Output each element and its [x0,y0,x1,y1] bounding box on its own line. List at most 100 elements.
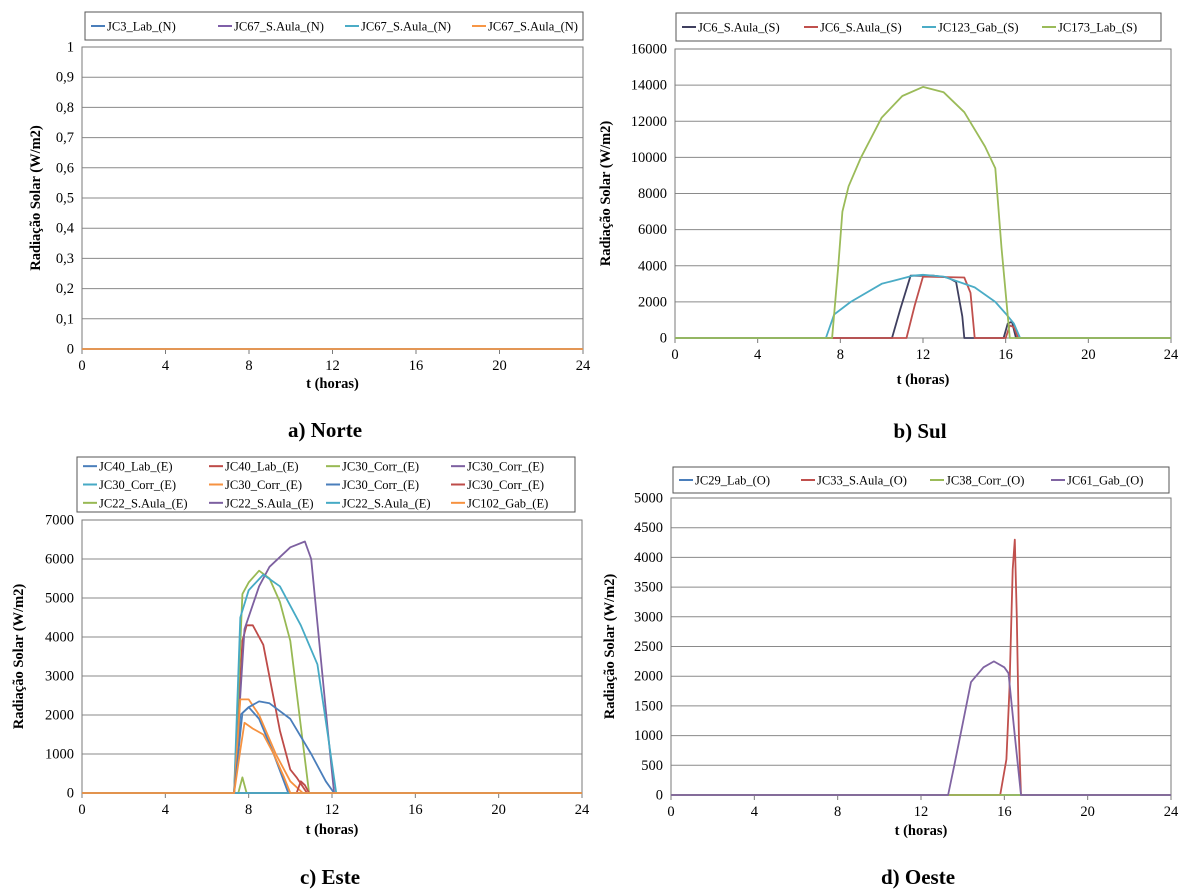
x-tick-label: 12 [916,347,931,363]
x-tick-label: 16 [997,804,1012,820]
x-tick-label: 12 [325,358,340,374]
y-tick-label: 3500 [634,580,663,596]
x-tick-label: 20 [1080,804,1095,820]
series-line [82,624,582,794]
y-tick-label: 0,9 [56,70,74,86]
x-tick-label: 24 [576,358,591,374]
series-line [675,86,1171,339]
y-tick-label: 1000 [45,747,74,763]
legend: JC3_Lab_(N) JC67_S.Aula_(N) JC67_S.Aula_(N… [84,11,584,41]
legend-box [675,12,1162,42]
x-tick-label: 20 [1081,347,1096,363]
y-axis-label: Radiação Solar (W/m2) [598,121,614,267]
x-tick-label: 8 [245,802,252,818]
x-tick-label: 24 [1164,804,1179,820]
x-tick-label: 12 [325,802,340,818]
chart-0: 0 0,1 0,2 0,3 0,4 0,5 0,6 0,7 0,8 0,9 1 0 4 8 12 16 20 24… [28,11,591,442]
legend-box [672,466,1170,494]
x-tick-label: 20 [492,358,507,374]
series-line [675,275,1171,339]
x-axis-label: t (horas) [306,822,359,838]
y-tick-label: 16000 [631,42,667,58]
legend-label: JC67_S.Aula_(N) [234,20,324,34]
x-axis-label: t (horas) [895,823,948,839]
x-tick-label: 0 [78,358,85,374]
y-tick-label: 7000 [45,513,74,529]
y-tick-label: 4000 [45,630,74,646]
y-tick-label: 3000 [45,669,74,685]
chart-3: 0 500 1000 1500 2000 2500 3000 3500 4000 4500 5000… [602,466,1179,889]
legend-label: JC30_Corr_(E) [467,478,544,492]
y-tick-label: 10000 [631,150,667,166]
y-tick-label: 12000 [631,114,667,130]
legend-label: JC29_Lab_(O) [695,474,770,488]
y-tick-label: 4000 [634,550,663,566]
x-tick-label: 24 [575,802,590,818]
series-line [82,721,582,794]
legend-label: JC173_Lab_(S) [1058,21,1137,35]
y-tick-label: 0 [67,342,74,358]
y-tick-label: 1000 [634,728,663,744]
y-tick-label: 1500 [634,698,663,714]
panel-caption: a) Norte [288,418,362,442]
x-tick-label: 8 [834,804,841,820]
x-axis-label: t (horas) [897,372,950,388]
legend-label: JC30_Corr_(E) [342,478,419,492]
series-line [675,274,1171,339]
x-tick-label: 4 [751,804,759,820]
series-line [82,700,582,794]
legend-label: JC123_Gab_(S) [938,21,1019,35]
legend-label: JC30_Corr_(E) [225,478,302,492]
legend-label: JC61_Gab_(O) [1067,474,1143,488]
x-tick-label: 12 [914,804,929,820]
y-tick-label: 0,5 [56,191,74,207]
y-tick-label: 0 [660,331,667,347]
y-tick-label: 14000 [631,78,667,94]
legend-label: JC40_Lab_(E) [225,460,299,474]
x-tick-label: 0 [667,804,674,820]
legend: JC6_S.Aula_(S) JC6_S.Aula_(S) JC123_Gab_(S… [675,12,1162,42]
y-tick-label: 6000 [45,552,74,568]
y-tick-label: 0,8 [56,100,74,116]
y-tick-label: 8000 [638,186,667,202]
legend-label: JC67_S.Aula_(N) [361,20,451,34]
legend-label: JC102_Gab_(E) [467,496,548,510]
series-line [675,273,1171,339]
legend-label: JC6_S.Aula_(S) [698,21,780,35]
y-tick-label: 0,3 [56,251,74,267]
y-tick-label: 3000 [634,609,663,625]
y-tick-label: 5000 [45,591,74,607]
x-tick-label: 16 [408,802,423,818]
legend-label: JC22_S.Aula_(E) [342,496,431,510]
legend-label: JC67_S.Aula_(N) [488,20,578,34]
series-line [82,573,582,794]
x-tick-label: 4 [754,347,762,363]
panel-caption: d) Oeste [881,865,955,889]
x-tick-label: 0 [671,347,678,363]
y-axis-label: Radiação Solar (W/m2) [602,574,618,720]
legend-label: JC3_Lab_(N) [107,20,176,34]
panel-caption: c) Este [300,865,360,889]
y-tick-label: 2500 [634,639,663,655]
legend-label: JC40_Lab_(E) [99,460,173,474]
legend-box [84,11,584,41]
legend-label: JC33_S.Aula_(O) [817,474,907,488]
y-tick-label: 2000 [45,708,74,724]
y-tick-label: 0 [67,786,74,802]
y-tick-label: 2000 [638,294,667,310]
y-tick-label: 6000 [638,222,667,238]
y-tick-label: 1 [67,40,74,56]
x-tick-label: 8 [245,358,252,374]
legend-label: JC30_Corr_(E) [342,460,419,474]
series-line [82,540,582,794]
legend-label: JC30_Corr_(E) [99,478,176,492]
y-tick-label: 2000 [634,669,663,685]
x-tick-label: 16 [409,358,424,374]
x-tick-label: 24 [1164,347,1179,363]
y-tick-label: 500 [641,758,663,774]
series-line [671,538,1171,796]
x-tick-label: 4 [162,358,170,374]
legend-label: JC22_S.Aula_(E) [225,496,314,510]
y-tick-label: 0,6 [56,160,74,176]
y-tick-label: 5000 [634,491,663,507]
